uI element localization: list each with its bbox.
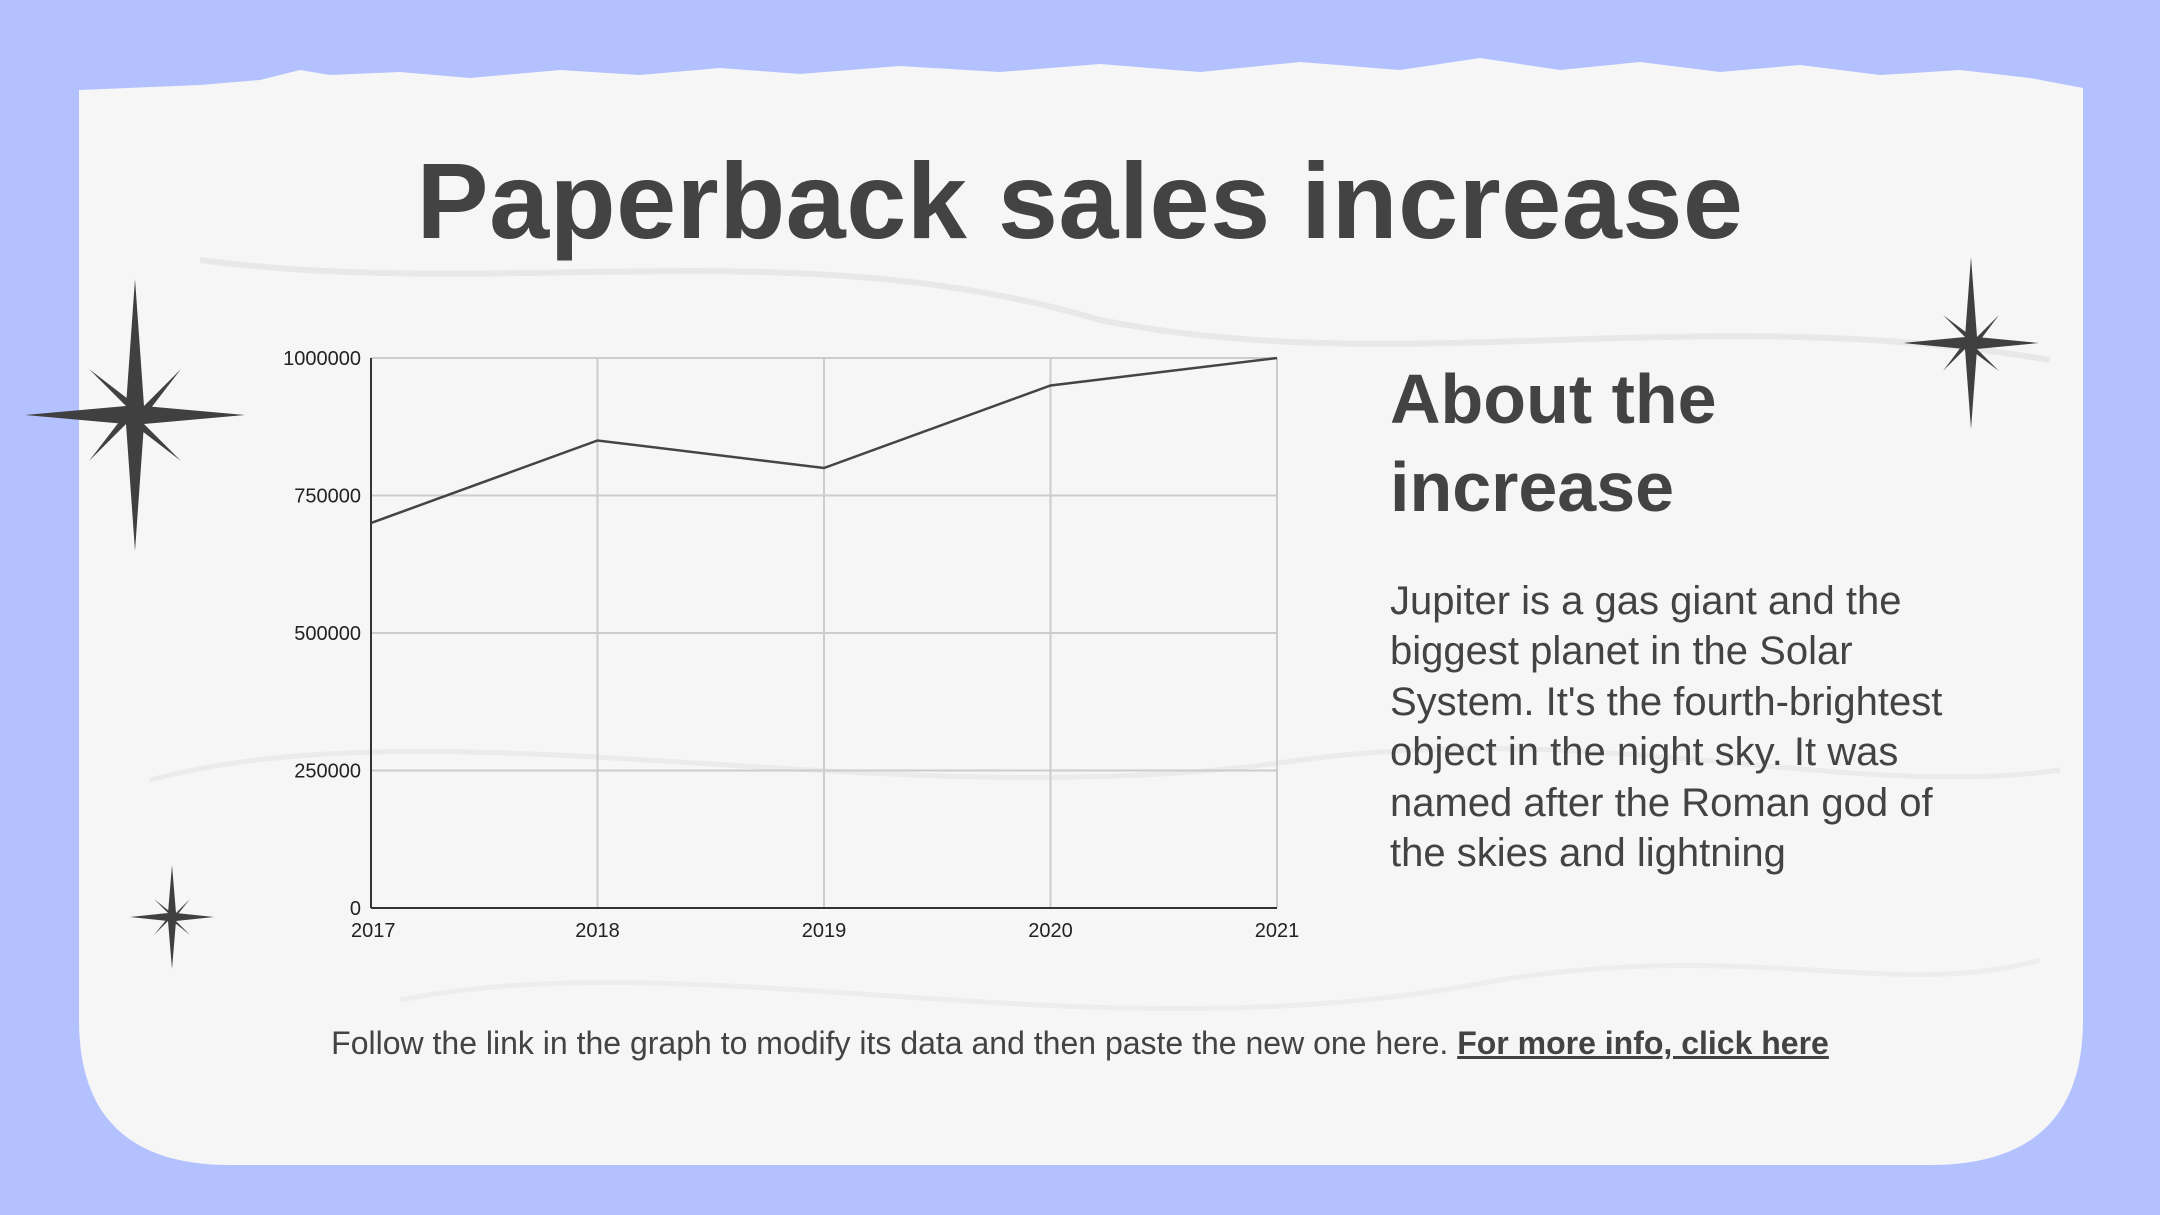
about-body-text: Jupiter is a gas giant and the biggest p…: [1390, 579, 1943, 876]
about-heading: About the increase: [1390, 360, 1717, 526]
x-tick-label: 2019: [802, 920, 847, 942]
chart-tick-labels: 0 250000 500000 750000 1000000 2017 2018 2019 20…: [283, 348, 1299, 942]
chart-gridlines: [371, 357, 1278, 908]
x-tick-label: 2017: [351, 920, 396, 942]
series-line: [370, 356, 1278, 525]
x-tick-label: 2021: [1255, 920, 1300, 942]
sparkle-star-icon: [1903, 257, 2039, 429]
y-tick-label: 500000: [294, 623, 361, 645]
y-tick-label: 750000: [294, 486, 361, 508]
footer-text: Follow the link in the graph to modify i…: [331, 1025, 1449, 1061]
y-tick-label: 0: [350, 898, 361, 920]
y-tick-label: 250000: [294, 761, 361, 783]
chart-series: [370, 356, 1278, 525]
sparkle-star-icon: [130, 865, 214, 969]
x-tick-label: 2020: [1028, 920, 1073, 942]
more-info-link[interactable]: For more info, click here: [1457, 1025, 1829, 1061]
chart-axes: [370, 358, 1277, 909]
footer-note: Follow the link in the graph to modify i…: [0, 1025, 2160, 1062]
y-tick-label: 1000000: [283, 348, 361, 370]
page-title: Paperback sales increase: [416, 140, 1744, 261]
x-tick-label: 2018: [575, 920, 620, 942]
sparkle-star-icon: [25, 279, 245, 551]
